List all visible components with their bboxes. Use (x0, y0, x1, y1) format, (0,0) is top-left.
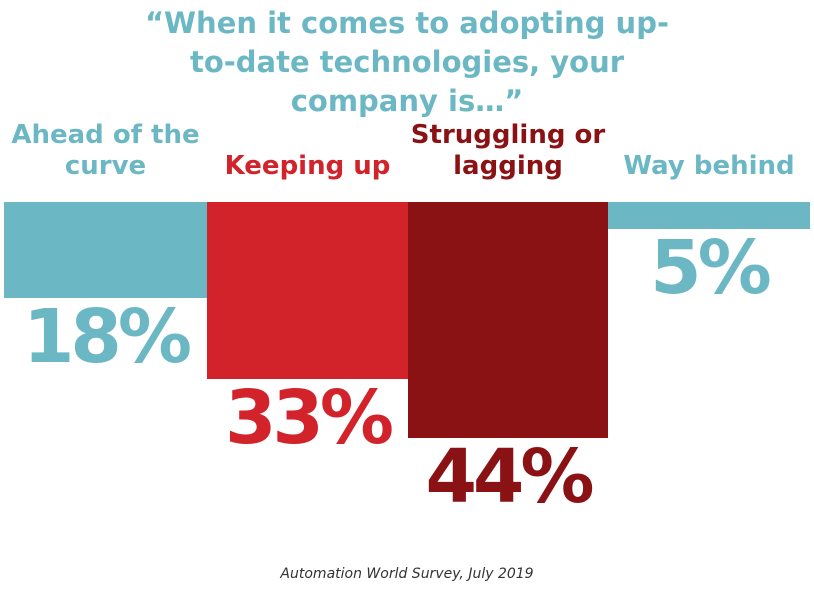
bar (4, 202, 207, 299)
value-label: 18% (22, 294, 192, 381)
value-label: 33% (224, 374, 394, 461)
category-label: Way behind (623, 151, 795, 181)
category-label: Ahead of the curve (11, 120, 200, 181)
bar (207, 202, 408, 379)
bar (408, 202, 608, 438)
bar (608, 202, 810, 229)
value-label: 5% (650, 224, 772, 311)
chart-title: “When it comes to adopting up-to-date te… (145, 6, 669, 118)
category-label: Struggling or lagging (410, 120, 606, 181)
source: Automation World Survey, July 2019 (280, 566, 534, 582)
category-label: Keeping up (224, 151, 391, 181)
value-label: 44% (425, 433, 594, 520)
